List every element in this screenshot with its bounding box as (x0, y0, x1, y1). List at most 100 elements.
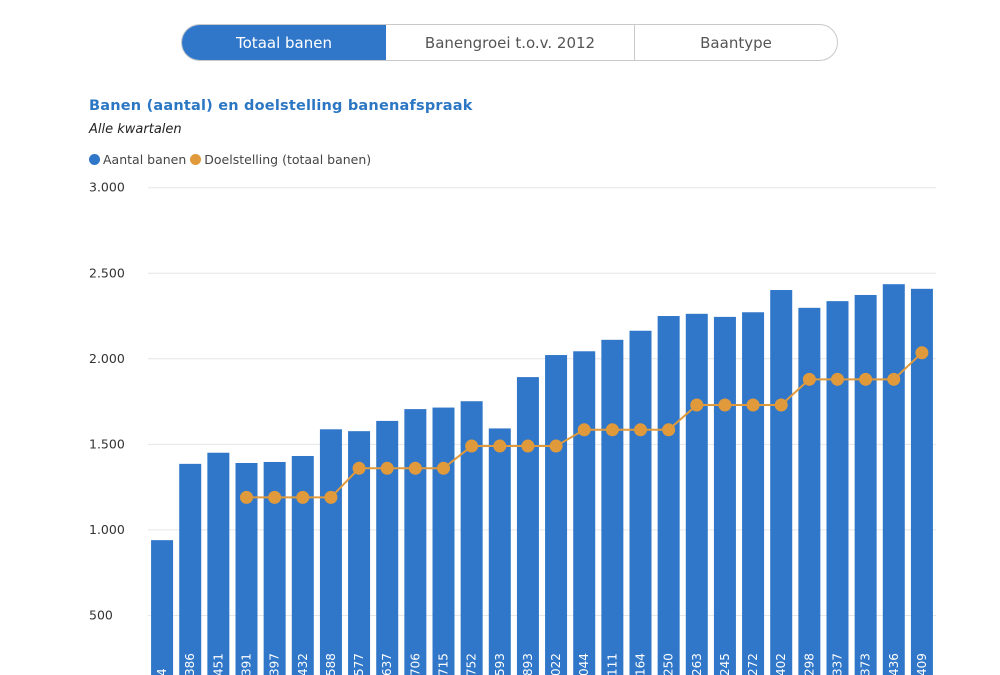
y-tick-label: 500 (89, 607, 113, 622)
bar-data-label: 337 (831, 653, 845, 675)
y-tick-label: 1.500 (89, 436, 125, 451)
target-point (662, 423, 676, 437)
bar (179, 463, 202, 675)
target-point (549, 439, 563, 453)
bar-data-label: 022 (549, 653, 563, 675)
target-point (268, 490, 282, 504)
bar-data-label: 893 (521, 653, 535, 675)
target-point (408, 461, 422, 475)
target-point (690, 398, 704, 412)
target-point (831, 372, 844, 386)
bar-data-label: 250 (662, 653, 676, 675)
bar-data-label: 706 (408, 653, 422, 675)
target-point (521, 439, 535, 453)
bar (826, 301, 849, 675)
target-point (240, 490, 253, 504)
bar-data-label: 391 (240, 653, 254, 675)
bar-data-label: 272 (746, 653, 760, 675)
tab-banengroei[interactable]: Banengroei t.o.v. 2012 (386, 25, 635, 60)
bar (404, 409, 427, 675)
target-point (605, 423, 619, 437)
bar-data-label: 298 (802, 653, 816, 675)
target-point (380, 461, 394, 475)
bar (770, 290, 793, 675)
bar (742, 312, 765, 675)
bar-data-label: 111 (605, 653, 619, 675)
bar (798, 307, 821, 675)
bar (573, 351, 596, 675)
chart-legend: Aantal banen Doelstelling (totaal banen) (89, 152, 375, 167)
bar-data-label: 593 (493, 653, 507, 675)
bar (657, 316, 680, 675)
tab-baantype[interactable]: Baantype (700, 33, 772, 52)
bar-data-label: 044 (577, 653, 591, 675)
bar-data-label: 402 (774, 653, 788, 675)
target-point (577, 423, 591, 437)
bar-data-label: 373 (859, 653, 873, 675)
bar-data-label: 752 (465, 653, 479, 675)
bar (432, 407, 455, 675)
target-point (859, 372, 873, 386)
target-point (493, 439, 507, 453)
target-point (746, 398, 760, 412)
bar (460, 401, 483, 675)
bar (488, 428, 511, 675)
bar (207, 452, 230, 675)
y-tick-label: 1.000 (89, 522, 125, 537)
tab-totaal-banen[interactable]: Totaal banen (182, 25, 386, 60)
bar (685, 313, 708, 675)
legend-label-aantal-banen: Aantal banen (103, 152, 187, 167)
target-point (296, 490, 310, 504)
bar-data-label: 164 (634, 653, 648, 675)
target-point (324, 490, 338, 504)
bar (516, 377, 539, 675)
bar (545, 355, 568, 675)
target-point (634, 423, 647, 437)
bar (319, 429, 342, 675)
bar-data-label: 4 (155, 668, 169, 675)
bar (263, 461, 286, 675)
bar (376, 420, 399, 675)
target-point (352, 461, 366, 475)
y-tick-label: 2.000 (89, 351, 125, 366)
chart-subtitle: Alle kwartalen (89, 122, 182, 137)
legend-marker-bar (89, 154, 100, 165)
target-point (465, 439, 479, 453)
bar-data-label: 577 (352, 653, 366, 675)
legend-label-doelstelling: Doelstelling (totaal banen) (204, 152, 372, 167)
bar (713, 316, 736, 675)
bar (291, 455, 314, 675)
bar-data-label: 245 (718, 653, 732, 675)
bar (910, 288, 933, 675)
target-point (718, 398, 732, 412)
target-point (802, 372, 816, 386)
legend-item-aantal-banen[interactable]: Aantal banen (89, 152, 186, 167)
legend-item-doelstelling[interactable]: Doelstelling (totaal banen) (190, 152, 371, 167)
y-tick-label: 3.000 (89, 180, 125, 195)
bar-data-label: 409 (915, 653, 929, 675)
bar-data-label: 715 (437, 653, 451, 675)
bar (601, 339, 624, 675)
bar (629, 330, 652, 675)
bar-data-label: 588 (324, 653, 338, 675)
legend-marker-line (190, 154, 202, 165)
target-point (915, 346, 929, 360)
bar (235, 462, 258, 675)
bar (882, 284, 905, 675)
bar-data-label: 451 (211, 653, 225, 675)
y-tick-label: 2.500 (89, 265, 125, 280)
bar-data-label: 436 (887, 653, 901, 675)
target-point (437, 461, 450, 475)
bar-data-label: 386 (183, 653, 197, 675)
chart-title: Banen (aantal) en doelstelling banenafsp… (89, 98, 473, 114)
view-tabs: Totaal banen Banengroei t.o.v. 2012 Baan… (181, 24, 838, 61)
bar (854, 294, 877, 675)
bar (348, 431, 371, 675)
bar (151, 540, 174, 675)
target-point (887, 372, 901, 386)
target-point (774, 398, 788, 412)
bar-data-label: 432 (296, 653, 310, 675)
bar-data-label: 637 (380, 653, 394, 675)
bar-data-label: 263 (690, 653, 704, 675)
